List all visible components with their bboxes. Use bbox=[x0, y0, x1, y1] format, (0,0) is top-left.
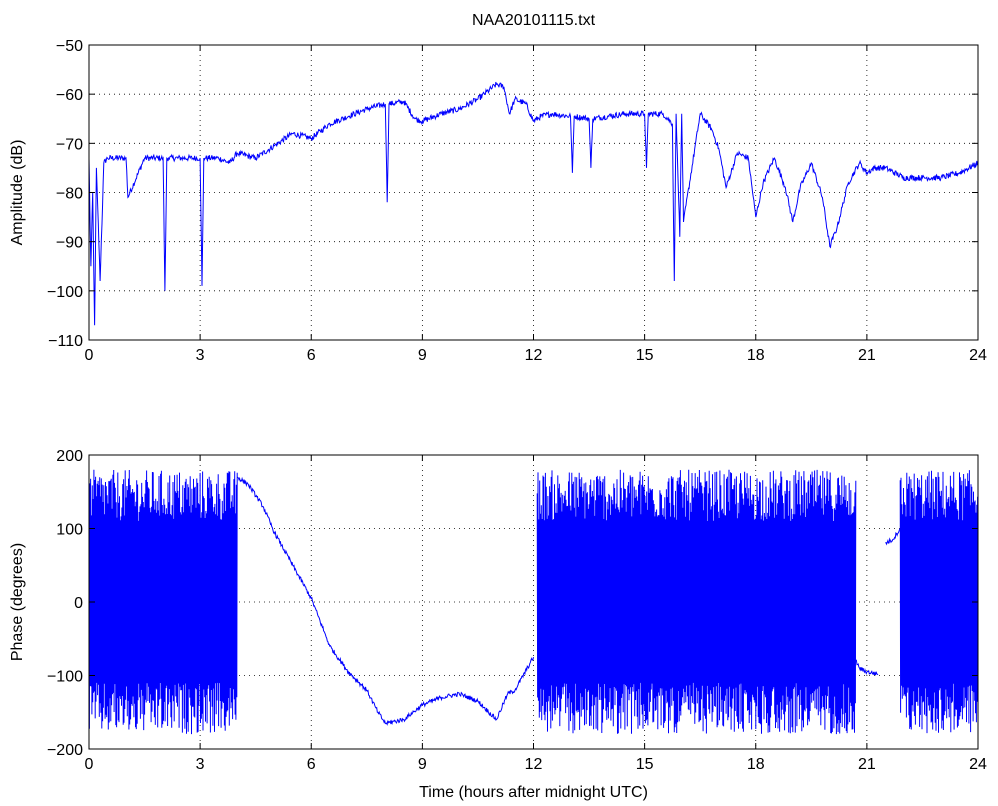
amplitude-x-tick-label: 24 bbox=[969, 347, 987, 364]
amplitude-y-tick-label: −110 bbox=[48, 333, 83, 350]
amplitude-y-tick-label: −70 bbox=[56, 136, 83, 153]
phase-x-tick-label: 18 bbox=[747, 756, 765, 773]
phase-y-tick-label: −100 bbox=[47, 669, 83, 686]
amplitude-x-tick-label: 12 bbox=[525, 347, 543, 364]
phase-x-tick-label: 12 bbox=[525, 756, 543, 773]
amplitude-x-tick-label: 21 bbox=[858, 347, 876, 364]
phase-x-tick-label: 15 bbox=[636, 756, 654, 773]
phase-y-tick-label: −200 bbox=[47, 742, 83, 759]
amplitude-x-tick-label: 0 bbox=[85, 347, 94, 364]
amplitude-y-axis-label: Amplitude (dB) bbox=[9, 140, 26, 246]
phase-y-tick-label: 200 bbox=[56, 448, 83, 465]
amplitude-y-tick-label: −50 bbox=[56, 38, 83, 55]
phase-x-tick-label: 3 bbox=[196, 756, 205, 773]
amplitude-x-tick-label: 6 bbox=[307, 347, 316, 364]
amplitude-series-line-0 bbox=[88, 81, 979, 326]
amplitude-series bbox=[88, 81, 979, 326]
amplitude-panel: 0 3 6 9 12 15 18 21 24 −110 −100 −90 −80 −70 −60 −50 Am… bbox=[9, 38, 987, 364]
phase-x-tick-label: 9 bbox=[418, 756, 427, 773]
phase-y-tick-label: 0 bbox=[74, 595, 83, 612]
amplitude-x-tick-label: 15 bbox=[636, 347, 654, 364]
chart-title: NAA20101115.txt bbox=[472, 12, 596, 29]
phase-wrapping-phase-segment bbox=[899, 470, 979, 734]
phase-x-tick-label: 24 bbox=[969, 756, 987, 773]
amplitude-x-tick-label: 3 bbox=[196, 347, 205, 364]
phase-y-axis-label: Phase (degrees) bbox=[9, 543, 26, 661]
phase-series-line-2 bbox=[885, 528, 901, 546]
phase-series-line-1 bbox=[855, 659, 879, 676]
phase-wrapping-phase-segment bbox=[536, 469, 857, 735]
amplitude-y-tick-label: −80 bbox=[56, 186, 83, 203]
amplitude-ticks: 0 3 6 9 12 15 18 21 24 −110 −100 −90 −80 −70 −60 −50 bbox=[47, 38, 987, 364]
phase-x-tick-label: 21 bbox=[858, 756, 876, 773]
phase-panel: 0 3 6 9 12 15 18 21 24 −200 −100 0 100 200 Phase (deg… bbox=[9, 448, 987, 801]
amplitude-x-tick-label: 18 bbox=[747, 347, 765, 364]
phase-x-tick-label: 0 bbox=[85, 756, 94, 773]
phase-series-line-0 bbox=[236, 476, 534, 726]
amplitude-y-tick-label: −60 bbox=[56, 87, 83, 104]
phase-ticks: 0 3 6 9 12 15 18 21 24 −200 −100 0 100 200 bbox=[47, 448, 987, 773]
phase-x-axis-label: Time (hours after midnight UTC) bbox=[419, 784, 648, 801]
phase-series bbox=[88, 469, 979, 735]
phase-y-tick-label: 100 bbox=[56, 522, 83, 539]
amplitude-y-tick-label: −90 bbox=[56, 235, 83, 252]
phase-wrapping-phase-segment bbox=[88, 469, 238, 735]
amplitude-y-tick-label: −100 bbox=[47, 284, 83, 301]
amplitude-x-tick-label: 9 bbox=[418, 347, 427, 364]
phase-x-tick-label: 6 bbox=[307, 756, 316, 773]
